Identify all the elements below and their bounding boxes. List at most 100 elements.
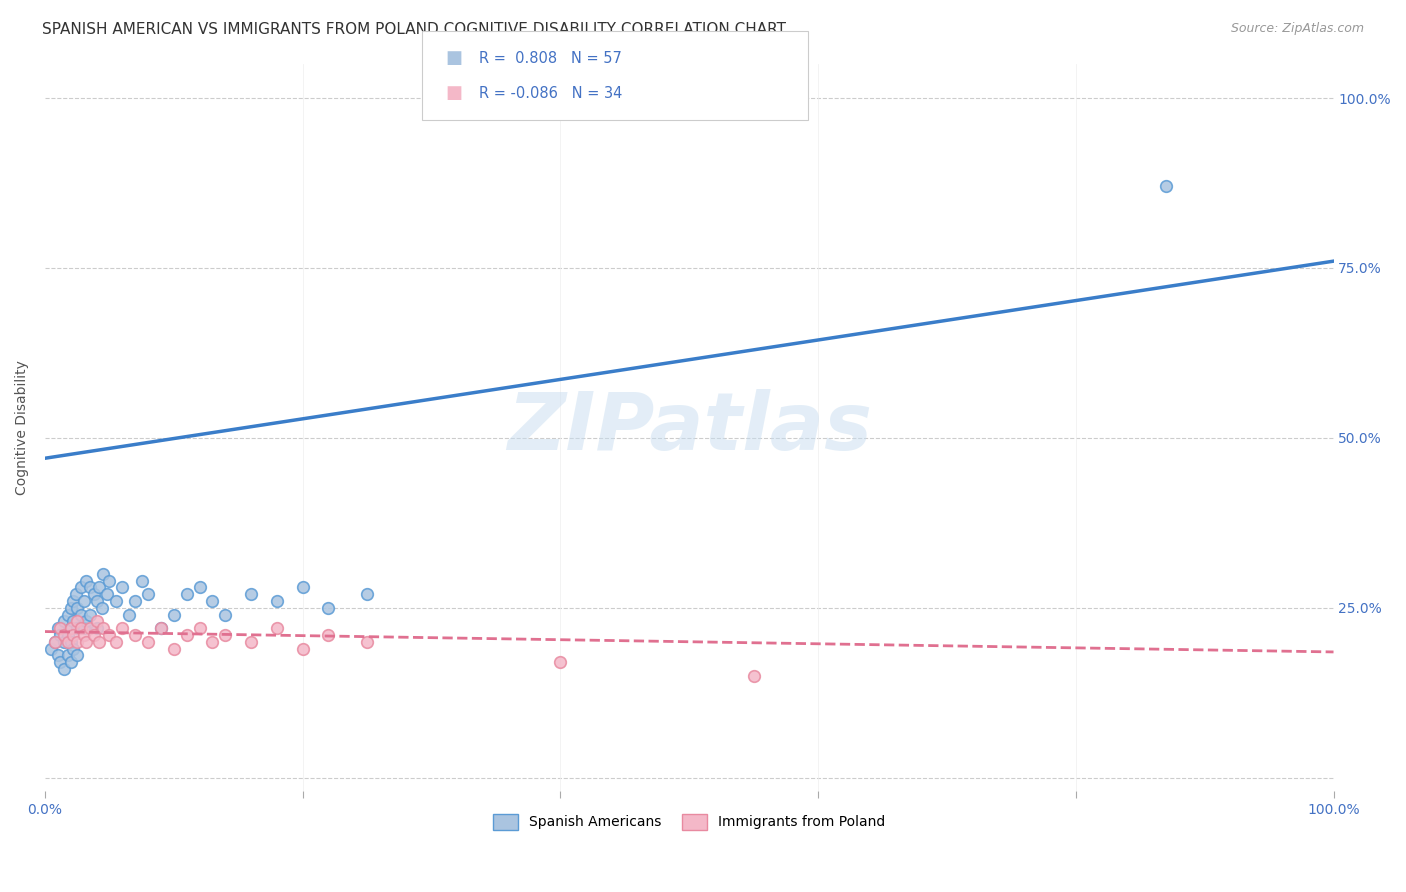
Y-axis label: Cognitive Disability: Cognitive Disability [15, 360, 30, 495]
Point [98, 574, 121, 588]
Point [201, 634, 224, 648]
Point [118, 607, 141, 622]
Text: R =  0.808   N = 57: R = 0.808 N = 57 [479, 51, 623, 66]
Point [240, 634, 263, 648]
Point [96, 587, 118, 601]
Point [87, 580, 110, 594]
Point [1154, 179, 1177, 194]
Point [44, 634, 66, 648]
Point [149, 621, 172, 635]
Point [70, 580, 93, 594]
Point [163, 607, 186, 622]
Point [201, 594, 224, 608]
Point [56, 607, 79, 622]
Point [87, 634, 110, 648]
Point [46, 621, 69, 635]
Point [65, 587, 87, 601]
Point [318, 628, 340, 642]
Point [70, 607, 93, 622]
Point [56, 628, 79, 642]
Point [75, 634, 97, 648]
Point [136, 634, 159, 648]
Point [291, 580, 314, 594]
Point [104, 634, 127, 648]
Point [53, 628, 76, 642]
Point [91, 566, 114, 581]
Point [86, 621, 108, 635]
Point [188, 580, 211, 594]
Point [53, 662, 76, 676]
Point [49, 628, 72, 642]
Point [742, 669, 765, 683]
Point [318, 600, 340, 615]
Point [53, 615, 76, 629]
Point [149, 621, 172, 635]
Point [75, 615, 97, 629]
Point [66, 600, 89, 615]
Point [59, 621, 82, 635]
Point [356, 634, 378, 648]
Point [72, 628, 94, 642]
Point [49, 655, 72, 669]
Point [266, 594, 288, 608]
Point [104, 594, 127, 608]
Point [41, 641, 63, 656]
Point [62, 628, 84, 642]
Point [131, 574, 153, 588]
Point [111, 621, 134, 635]
Point [66, 621, 89, 635]
Text: SPANISH AMERICAN VS IMMIGRANTS FROM POLAND COGNITIVE DISABILITY CORRELATION CHAR: SPANISH AMERICAN VS IMMIGRANTS FROM POLA… [42, 22, 786, 37]
Text: ■: ■ [446, 85, 463, 103]
Point [90, 600, 112, 615]
Point [86, 594, 108, 608]
Text: Source: ZipAtlas.com: Source: ZipAtlas.com [1230, 22, 1364, 36]
Point [240, 587, 263, 601]
Point [176, 587, 198, 601]
Point [79, 580, 101, 594]
Point [163, 641, 186, 656]
Point [79, 621, 101, 635]
Point [59, 621, 82, 635]
Point [176, 628, 198, 642]
Point [266, 621, 288, 635]
Point [214, 607, 236, 622]
Point [188, 621, 211, 635]
Point [124, 628, 146, 642]
Point [136, 587, 159, 601]
Point [72, 594, 94, 608]
Point [59, 600, 82, 615]
Point [98, 628, 121, 642]
Point [66, 634, 89, 648]
Point [291, 641, 314, 656]
Point [75, 574, 97, 588]
Point [62, 641, 84, 656]
Point [62, 615, 84, 629]
Point [83, 628, 105, 642]
Point [111, 580, 134, 594]
Text: R = -0.086   N = 34: R = -0.086 N = 34 [479, 86, 623, 101]
Point [83, 587, 105, 601]
Text: ZIPatlas: ZIPatlas [506, 389, 872, 467]
Point [56, 634, 79, 648]
Point [86, 615, 108, 629]
Point [46, 648, 69, 663]
Legend: Spanish Americans, Immigrants from Poland: Spanish Americans, Immigrants from Polan… [488, 808, 891, 835]
Point [49, 621, 72, 635]
Point [56, 648, 79, 663]
Point [214, 628, 236, 642]
Point [62, 594, 84, 608]
Point [72, 621, 94, 635]
Point [550, 655, 572, 669]
Point [124, 594, 146, 608]
Point [59, 655, 82, 669]
Point [59, 634, 82, 648]
Point [44, 634, 66, 648]
Point [66, 648, 89, 663]
Point [53, 634, 76, 648]
Point [79, 607, 101, 622]
Point [70, 621, 93, 635]
Point [356, 587, 378, 601]
Text: ■: ■ [446, 49, 463, 67]
Point [91, 621, 114, 635]
Point [66, 615, 89, 629]
